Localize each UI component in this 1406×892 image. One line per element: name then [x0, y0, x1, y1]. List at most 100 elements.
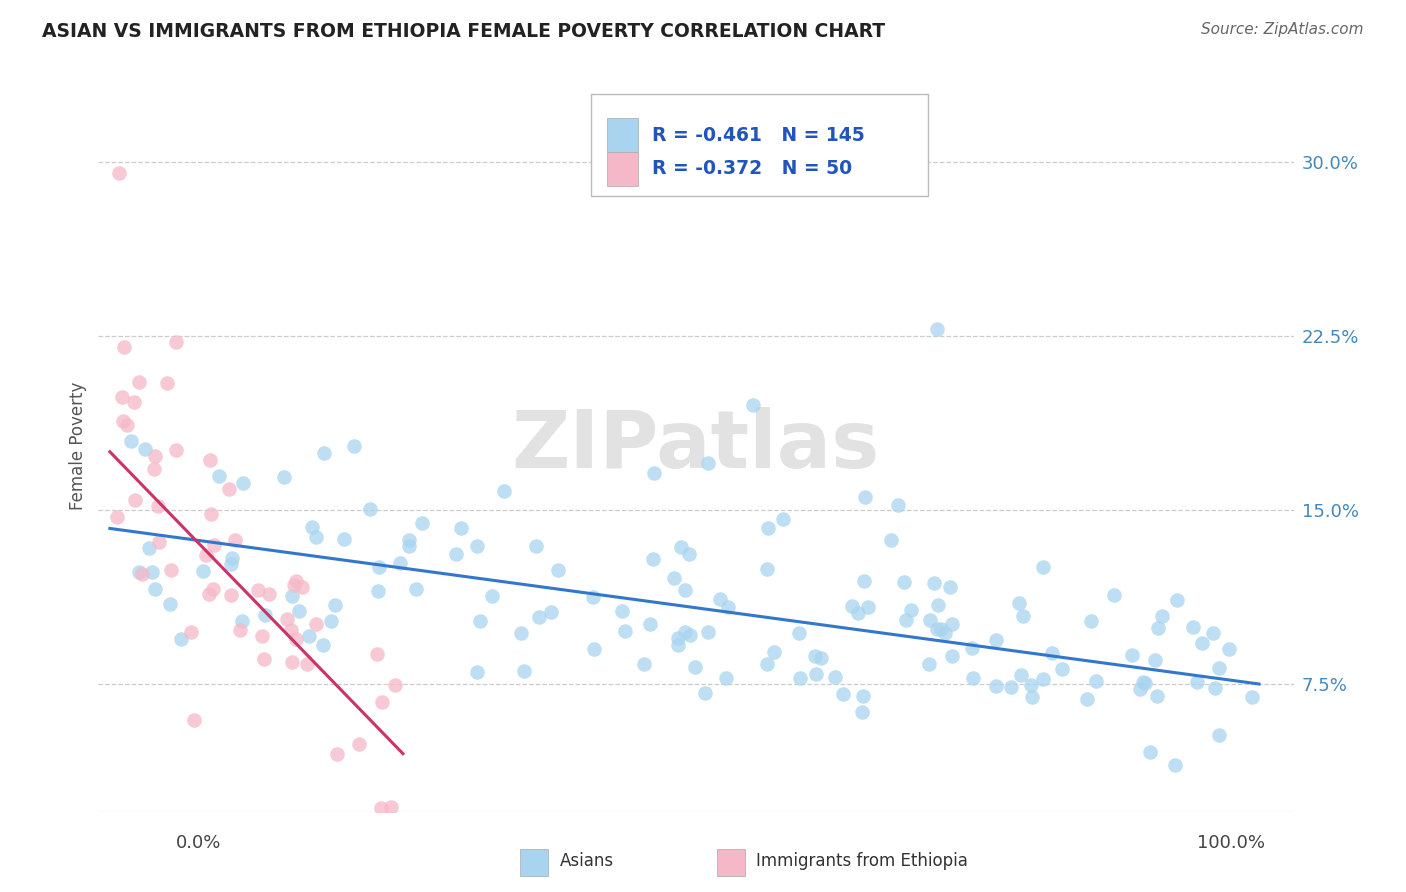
Point [148, 499, 170, 513]
Point [683, 660, 706, 674]
Point [787, 626, 810, 640]
Point [1102, 588, 1125, 602]
Point [143, 582, 166, 596]
Point [717, 599, 740, 614]
Point [202, 582, 225, 596]
Point [481, 589, 503, 603]
Point [643, 467, 665, 481]
Point [900, 602, 922, 616]
Point [108, 166, 131, 180]
Point [250, 629, 273, 643]
Point [143, 449, 166, 463]
Point [633, 657, 655, 671]
Point [450, 521, 472, 535]
Point [389, 556, 412, 570]
Point [673, 625, 696, 640]
Point [276, 612, 298, 626]
Point [122, 394, 145, 409]
Point [582, 591, 605, 605]
Point [291, 581, 314, 595]
Point [138, 541, 160, 555]
Point [112, 414, 135, 428]
Text: Asians: Asians [560, 852, 613, 870]
Point [142, 462, 165, 476]
Point [1129, 682, 1152, 697]
Point [1076, 692, 1098, 706]
Point [917, 657, 939, 671]
Point [112, 340, 135, 354]
Point [673, 583, 696, 598]
Point [1050, 662, 1073, 676]
Point [547, 563, 569, 577]
Point [510, 626, 533, 640]
Point [160, 563, 183, 577]
Point [247, 582, 270, 597]
Point [128, 565, 150, 579]
Point [742, 398, 765, 412]
Point [398, 539, 420, 553]
Point [1146, 689, 1168, 703]
Point [124, 493, 146, 508]
Point [852, 689, 875, 703]
Point [312, 446, 335, 460]
Point [224, 533, 246, 548]
Text: Immigrants from Ethiopia: Immigrants from Ethiopia [756, 852, 969, 870]
Point [343, 439, 366, 453]
Point [643, 552, 665, 566]
Point [232, 476, 254, 491]
Point [984, 632, 1007, 647]
Point [697, 456, 720, 470]
Point [370, 800, 392, 814]
Point [326, 747, 349, 761]
Point [165, 443, 187, 458]
Point [1084, 674, 1107, 689]
Point [1202, 625, 1225, 640]
Point [1191, 636, 1213, 650]
Point [1132, 675, 1154, 690]
Point [368, 559, 391, 574]
Point [931, 622, 953, 636]
Point [257, 587, 280, 601]
Point [470, 614, 492, 628]
Point [141, 565, 163, 579]
Point [851, 705, 873, 719]
Point [285, 632, 308, 647]
Point [288, 604, 311, 618]
Point [371, 695, 394, 709]
Point [524, 539, 547, 553]
Point [295, 657, 318, 671]
Point [281, 589, 304, 603]
Point [697, 624, 720, 639]
Point [529, 610, 551, 624]
Text: 0.0%: 0.0% [176, 834, 221, 852]
Point [148, 535, 170, 549]
Point [1042, 646, 1064, 660]
Point [333, 532, 356, 546]
Point [810, 650, 832, 665]
Point [366, 647, 388, 661]
Point [927, 599, 949, 613]
Point [714, 671, 737, 685]
Text: ASIAN VS IMMIGRANTS FROM ETHIOPIA FEMALE POVERTY CORRELATION CHART: ASIAN VS IMMIGRANTS FROM ETHIOPIA FEMALE… [42, 22, 886, 41]
Point [582, 642, 605, 657]
Point [960, 640, 983, 655]
Point [1021, 690, 1043, 704]
Point [120, 434, 142, 449]
Point [197, 587, 219, 601]
Point [962, 671, 984, 685]
Point [1166, 592, 1188, 607]
Point [1032, 673, 1054, 687]
Point [1204, 681, 1226, 696]
Point [253, 652, 276, 666]
Point [165, 334, 187, 349]
Point [880, 533, 903, 547]
Point [1032, 560, 1054, 574]
Point [610, 603, 633, 617]
Point [669, 540, 692, 554]
Point [804, 648, 827, 663]
Point [806, 667, 828, 681]
Point [111, 390, 134, 404]
Point [231, 614, 253, 628]
Point [285, 574, 308, 588]
Point [180, 625, 202, 640]
